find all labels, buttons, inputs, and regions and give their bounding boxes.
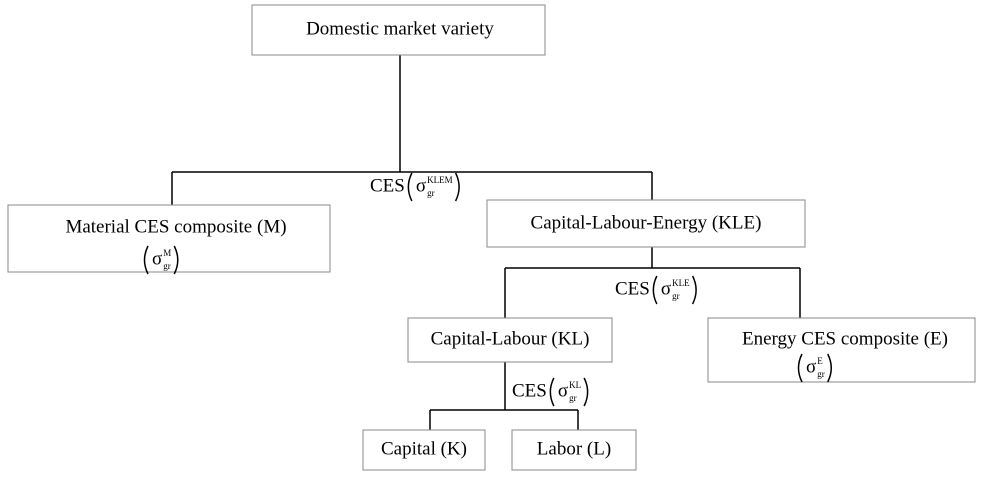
ces-prefix: CES — [512, 380, 547, 401]
paren — [652, 275, 658, 305]
paren — [583, 377, 589, 407]
paren — [407, 172, 413, 202]
node-label: Labor (L) — [537, 438, 611, 459]
sigma-sub: gr — [672, 291, 680, 301]
paren — [797, 353, 803, 383]
paren — [454, 172, 460, 202]
node-label: Domestic market variety — [306, 18, 494, 39]
sigma-sub: gr — [817, 369, 825, 379]
node-label: Energy CES composite (E) — [742, 328, 948, 349]
paren — [143, 245, 149, 275]
sigma-sup: M — [163, 248, 171, 258]
node-label: Capital-Labour (KL) — [431, 328, 590, 349]
sigma-symbol: σ — [661, 278, 671, 299]
node-box — [707, 317, 976, 383]
sigma-symbol: σ — [558, 380, 568, 401]
node-box — [407, 317, 613, 363]
ces-prefix: CES — [615, 278, 650, 299]
sigma-symbol: σ — [416, 175, 426, 196]
sigma-sup: KLEM — [427, 175, 453, 185]
paren — [827, 353, 832, 383]
paren — [691, 275, 697, 305]
ces-prefix: CES — [370, 175, 405, 196]
sigma-symbol: σ — [806, 356, 816, 377]
node-box — [486, 199, 806, 248]
sigma-sub: gr — [163, 261, 171, 271]
sigma-sup: KLE — [672, 278, 690, 288]
node-box — [7, 204, 331, 273]
sigma-sub: gr — [427, 188, 435, 198]
sigma-sub: gr — [569, 393, 577, 403]
node-box — [511, 429, 637, 471]
sigma-sup: E — [817, 356, 823, 366]
paren — [549, 377, 555, 407]
node-box — [362, 429, 486, 471]
node-box — [251, 4, 546, 56]
sigma-symbol: σ — [152, 248, 162, 269]
sigma-sup: KL — [569, 380, 581, 390]
connectors — [171, 55, 801, 430]
node-label: Capital-Labour-Energy (KLE) — [531, 212, 762, 233]
node-label: Material CES composite (M) — [65, 216, 286, 237]
node-label: Capital (K) — [381, 438, 467, 459]
paren — [173, 245, 179, 275]
